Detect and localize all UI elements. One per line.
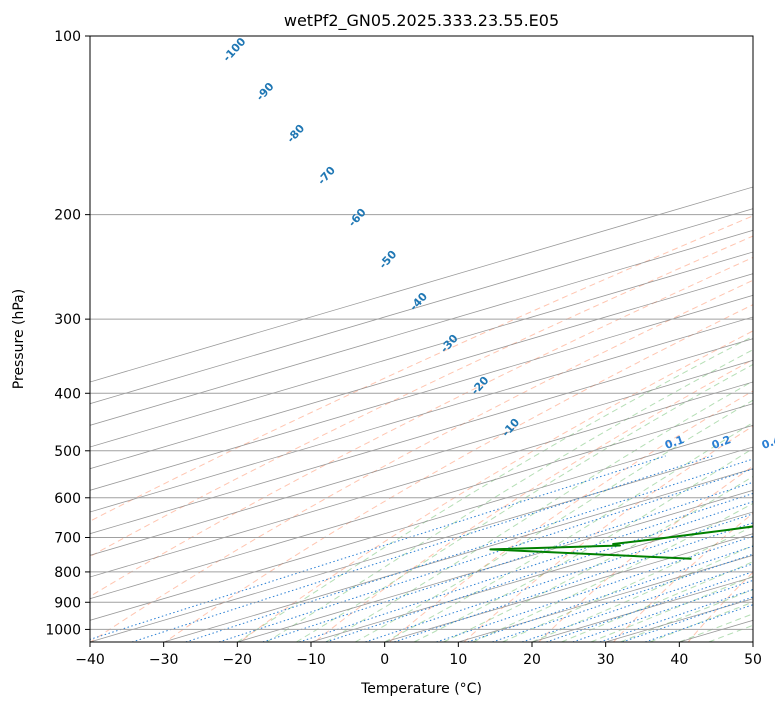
- mixing-ratio-line: [394, 522, 753, 642]
- isotherm-line: [90, 229, 753, 426]
- isotherm-label: -100: [220, 35, 248, 64]
- moist-adiabat-line: [620, 589, 753, 642]
- dry-adiabat-line: [90, 256, 753, 597]
- mixing-ratio-line: [521, 563, 753, 642]
- moist-adiabat-line: [266, 349, 753, 642]
- moist-adiabat-line: [325, 380, 753, 642]
- y-tick-label: 700: [54, 531, 81, 547]
- isotherm-line: [90, 338, 753, 535]
- dry-adiabat-line: [90, 279, 753, 642]
- y-tick-label: 900: [54, 595, 81, 611]
- mixing-ratio-line: [325, 501, 753, 642]
- mixing-ratio-line: [218, 468, 753, 642]
- axes-layer: −40 −30 −20 −10 0 10 20 30 40 50 100 200 300 400 500 60…: [45, 29, 762, 668]
- mixing-ratio-line: [436, 535, 753, 642]
- isotherm-line: [531, 576, 753, 642]
- isotherm-label: -40: [407, 290, 430, 314]
- isotherm-line: [752, 641, 753, 642]
- line-labels-layer: -100 -90 -80 -70 -60 -50 -40 -30 -20 -10 0.1 0.2 0.4…: [220, 35, 775, 452]
- plot-frame: [89, 35, 754, 643]
- mixing-ratio-label: 0.4: [760, 433, 775, 452]
- isotherm-line: [90, 251, 753, 448]
- isotherm-line: [90, 208, 753, 405]
- dry-adiabat-line: [239, 330, 753, 642]
- isotherm-line: [163, 468, 753, 642]
- y-tick-label: 400: [54, 386, 81, 402]
- mixing-ratio-line: [492, 553, 753, 642]
- x-tick-label: 20: [523, 652, 541, 668]
- x-tick-label: 10: [449, 652, 467, 668]
- moist-adiabat-line: [502, 525, 753, 642]
- isotherm-label: -70: [315, 164, 338, 188]
- isotherm-line: [90, 359, 753, 556]
- moist-adiabat-line: [649, 601, 753, 642]
- moist-adiabat-line: [443, 475, 753, 642]
- moist-adiabat-line: [531, 544, 753, 642]
- isotherm-label: -10: [499, 416, 522, 440]
- isotherm-label: -80: [284, 122, 307, 146]
- isotherm-line: [237, 489, 753, 642]
- background-lines-layer: [90, 36, 775, 642]
- isotherm-line: [90, 294, 753, 491]
- moist-adiabat-line: [413, 447, 753, 642]
- dry-adiabat-line: [389, 390, 753, 642]
- mixing-ratio-line: [185, 458, 753, 642]
- y-tick-label: 200: [54, 208, 81, 224]
- moist-adiabat-line: [708, 624, 753, 642]
- y-tick-label: 300: [54, 312, 81, 328]
- moist-adiabat-line: [354, 399, 753, 642]
- dry-adiabat-line: [90, 215, 753, 522]
- x-tick-label: 30: [597, 652, 615, 668]
- isotherm-label: -50: [376, 248, 399, 272]
- x-tick-label: 0: [380, 652, 389, 668]
- mixing-ratio-line: [365, 513, 753, 642]
- isotherm-label: -90: [254, 80, 277, 104]
- moist-adiabat-line: [384, 421, 753, 642]
- isotherm-line: [90, 381, 753, 578]
- y-tick-label: 100: [54, 29, 81, 45]
- dry-adiabat-line: [538, 465, 753, 642]
- y-tick-label: 800: [54, 565, 81, 581]
- x-tick-label: 50: [744, 652, 762, 668]
- isotherm-line: [90, 316, 753, 513]
- isotherm-label: -30: [438, 332, 461, 356]
- dry-adiabat-line: [687, 571, 753, 642]
- isotherm-label: -60: [346, 206, 369, 230]
- mixing-ratio-label: 0.1: [663, 433, 686, 452]
- x-tick-label: 40: [670, 652, 688, 668]
- mixing-ratio-line: [622, 596, 753, 642]
- mixing-ratio-line: [467, 545, 753, 642]
- x-tick-label: −30: [149, 652, 179, 668]
- y-tick-label: 500: [54, 444, 81, 460]
- isotherm-line: [90, 424, 753, 621]
- chart-title: wetPf2_GN05.2025.333.23.55.E05: [284, 11, 559, 31]
- isotherm-line: [90, 446, 753, 642]
- y-axis-label: Pressure (hPa): [11, 289, 27, 389]
- isotherm-line: [90, 273, 753, 470]
- dry-adiabat-line: [763, 36, 775, 642]
- isotherm-line: [90, 186, 753, 383]
- moist-adiabat-line: [472, 502, 753, 642]
- isotherm-line: [310, 511, 753, 642]
- isotherm-line: [90, 403, 753, 600]
- dry-adiabat-line: [90, 235, 753, 558]
- isotherm-line: [384, 533, 753, 642]
- y-tick-label: 600: [54, 491, 81, 507]
- x-axis-label: Temperature (°C): [360, 681, 482, 697]
- dry-adiabat-line: [165, 304, 753, 642]
- y-tick-label: 1000: [45, 622, 81, 638]
- x-tick-label: −40: [75, 652, 105, 668]
- moist-adiabat-line: [590, 575, 753, 642]
- mixing-ratio-label: 0.2: [710, 433, 733, 452]
- x-tick-label: −20: [223, 652, 253, 668]
- x-tick-label: −10: [296, 652, 326, 668]
- isotherm-label: -20: [469, 374, 492, 398]
